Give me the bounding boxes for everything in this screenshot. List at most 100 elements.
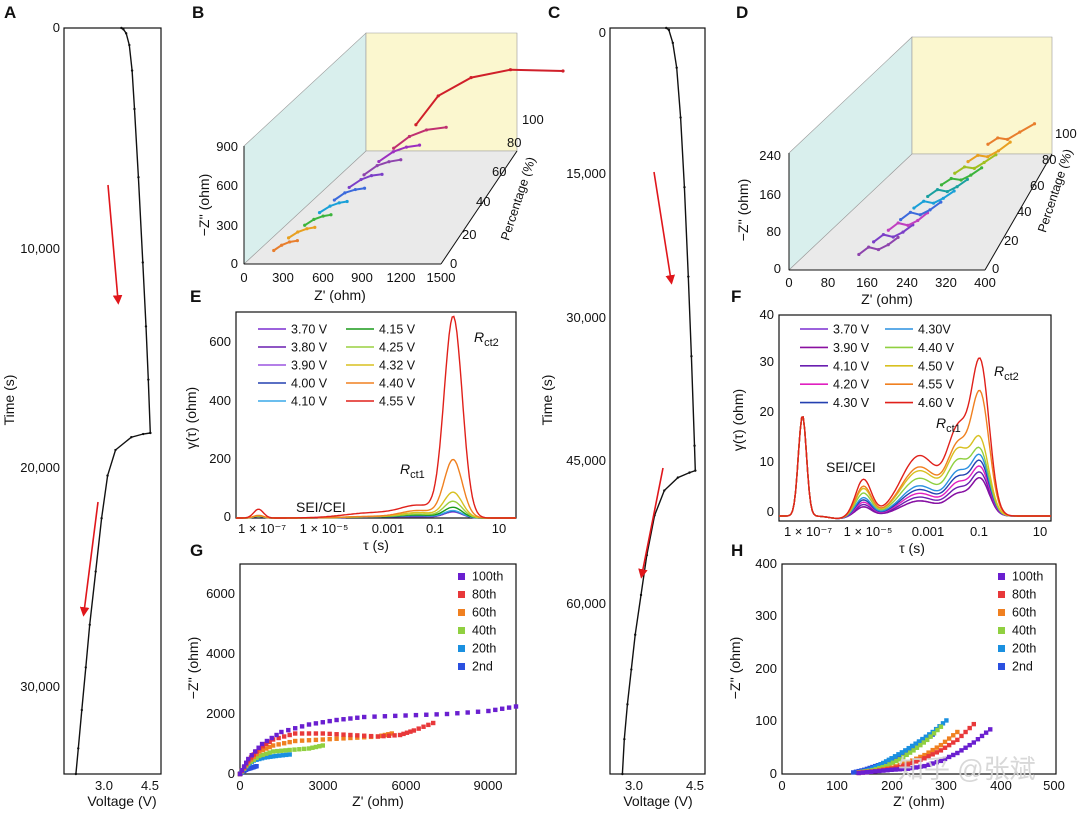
g-point-60th — [389, 731, 394, 736]
b-point — [312, 217, 316, 221]
g-xtick: 0 — [236, 778, 243, 793]
d-xtick: 80 — [821, 275, 835, 290]
h-ytick: 0 — [770, 766, 777, 781]
h-point-20th — [927, 732, 932, 737]
a-xtick: 3.0 — [95, 778, 113, 793]
a-curve-point — [120, 26, 123, 30]
a-discharge-arrow — [79, 501, 99, 617]
panel-c-frame — [609, 27, 706, 775]
d-ptick: 0 — [992, 261, 999, 276]
b-ptick: 80 — [507, 135, 521, 150]
c-curve-point — [623, 737, 626, 741]
h-ylabel: −Z'' (ohm) — [727, 637, 743, 700]
b-point — [280, 243, 284, 247]
b-ptick: 0 — [450, 256, 457, 271]
g-point-100th — [274, 732, 279, 738]
d-point — [949, 176, 953, 181]
g-xtick: 6000 — [392, 778, 421, 793]
f-ylabel: γ(τ) (ohm) — [730, 389, 746, 451]
h-point-80th — [963, 729, 968, 735]
d-xtick: 160 — [856, 275, 878, 290]
b-series-15 — [288, 226, 315, 239]
g-point-40th — [317, 744, 322, 749]
h-ytick: 400 — [755, 556, 777, 571]
panel-d-label: D — [736, 3, 748, 22]
g-point-100th — [252, 749, 258, 754]
g-point-20th — [284, 752, 289, 758]
g-point-60th — [293, 738, 298, 744]
a-ylabel: Time (s) — [1, 375, 17, 426]
g-point-80th — [348, 732, 353, 738]
h-point-60th — [942, 739, 948, 745]
c-curve-point — [688, 471, 691, 474]
h-point-100th — [897, 767, 903, 772]
h-xtick: 0 — [778, 778, 785, 793]
d-point — [972, 166, 976, 170]
g-point-100th — [334, 717, 339, 723]
b-point — [305, 227, 309, 231]
c-curve-point — [634, 633, 637, 636]
g-point-40th — [251, 757, 256, 762]
a-curve-point — [106, 474, 109, 477]
b-point — [272, 248, 276, 253]
g-point-100th — [269, 735, 274, 741]
c-xlabel: Voltage (V) — [623, 793, 692, 809]
f-legend-label: 4.55 V — [918, 378, 955, 392]
g-legend-swatch — [458, 591, 465, 598]
g-point-100th — [259, 741, 265, 747]
d-point — [912, 206, 916, 210]
h-point-80th — [914, 759, 919, 764]
a-curve — [75, 27, 152, 775]
g-point-80th — [416, 726, 421, 731]
panel-d-3d-chart: 240 160 80 0 0 80 160 240 320 400 100 80… — [735, 36, 1077, 307]
a-ytick: 0 — [53, 20, 60, 35]
g-point-80th — [411, 728, 417, 733]
h-point-40th — [931, 731, 937, 736]
h-point-80th — [905, 762, 911, 767]
g-point-80th — [334, 732, 339, 737]
g-legend-label: 2nd — [472, 660, 493, 674]
e-legend-label: 3.80 V — [291, 341, 328, 355]
g-point-80th — [392, 733, 397, 738]
h-point-20th — [875, 763, 881, 769]
g-point-60th — [327, 736, 332, 742]
d-point — [908, 210, 913, 214]
panel-e-frame — [235, 311, 517, 519]
g-point-40th — [254, 755, 259, 761]
d-ztick: 80 — [767, 224, 781, 239]
g-point-80th — [368, 733, 374, 739]
g-point-80th — [375, 734, 381, 739]
g-point-100th — [256, 745, 261, 750]
d-point — [996, 136, 1000, 140]
d-point — [926, 194, 930, 199]
b-series-45 — [333, 187, 365, 201]
d-point — [901, 230, 905, 234]
b-point — [313, 225, 317, 229]
h-point-100th — [930, 761, 935, 766]
b-series-25 — [304, 213, 332, 227]
e-xtick: 1 × 10⁻⁵ — [300, 521, 349, 536]
g-point-20th — [277, 753, 282, 758]
g-point-60th — [299, 738, 305, 743]
b-point — [345, 199, 349, 204]
a-curve-point — [130, 69, 134, 72]
a-curve-point — [122, 28, 125, 31]
c-curve-point — [693, 444, 696, 447]
c-charge-arrow — [653, 171, 675, 285]
h-point-100th — [905, 766, 911, 771]
d-point — [876, 247, 881, 252]
b-ptick: 100 — [522, 112, 544, 127]
g-point-100th — [500, 706, 505, 711]
g-point-40th — [260, 752, 265, 758]
h-point-40th — [925, 737, 930, 743]
h-legend-swatch — [998, 591, 1005, 598]
h-xtick: 500 — [1043, 778, 1065, 793]
g-point-20th — [265, 754, 270, 760]
f-annot-rct2: Rct2 — [994, 363, 1019, 383]
g-point-100th — [249, 753, 254, 758]
h-point-20th — [916, 739, 922, 744]
b-side-wall — [365, 32, 518, 152]
h-point-60th — [955, 729, 960, 735]
b-point — [303, 223, 307, 227]
b-xtick: 900 — [351, 270, 373, 285]
